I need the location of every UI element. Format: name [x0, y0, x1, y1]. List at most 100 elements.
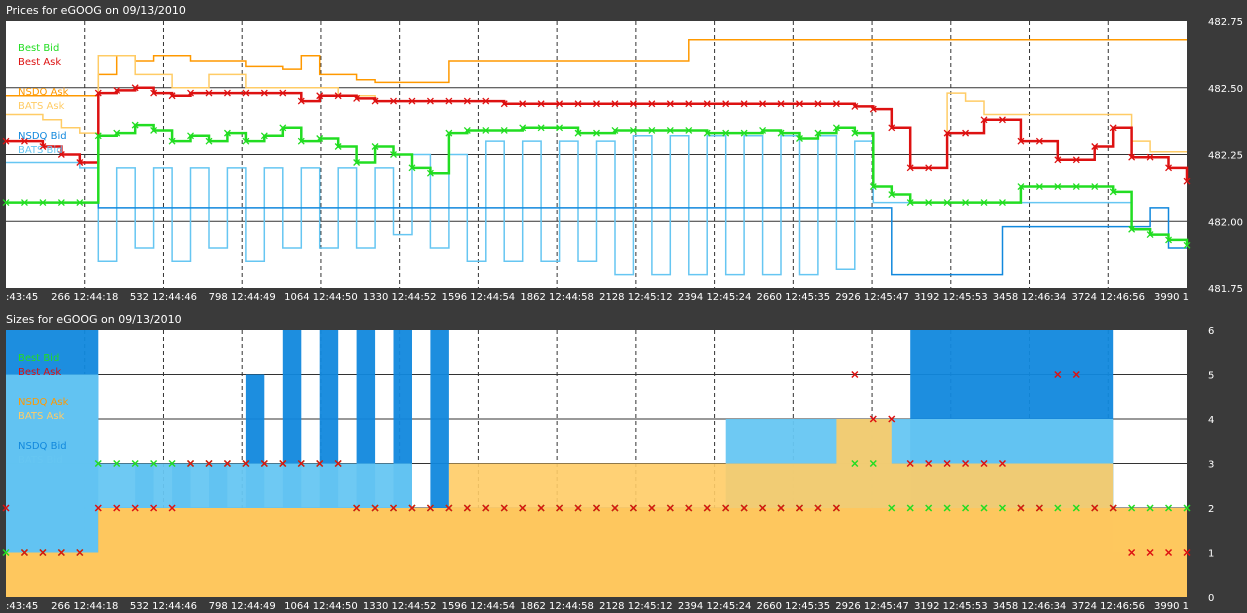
prices-y-tick: 482.25 — [1208, 151, 1243, 162]
sizes-point-best-bid — [925, 504, 933, 512]
sizes-point-best-ask — [20, 548, 28, 557]
prices-x-tick: 3990 1 — [1154, 292, 1189, 303]
sizes-point-best-ask — [795, 504, 804, 512]
prices-point-best-bid — [316, 135, 324, 142]
prices-point-best-bid — [1165, 236, 1173, 244]
sizes-point-best-ask — [759, 504, 767, 512]
prices-point-best-bid — [150, 127, 158, 134]
sizes-point-best-ask — [832, 504, 840, 512]
prices-y-tick: 482.50 — [1208, 84, 1243, 95]
sizes-point-best-ask — [131, 504, 139, 512]
prices-point-best-ask — [1054, 156, 1062, 164]
sizes-point-best-ask — [260, 459, 268, 468]
sizes-point-best-bid — [1183, 504, 1191, 512]
prices-point-best-bid — [906, 199, 914, 207]
sizes-x-tick: 1330 12:44:52 — [363, 601, 437, 612]
sizes-point-best-bid — [906, 504, 914, 512]
legend-nsdq-ask: NSDQ Ask — [18, 87, 69, 98]
sizes-point-best-ask — [962, 459, 970, 468]
sizes-x-tick: 2128 12:45:12 — [599, 601, 673, 612]
prices-point-best-bid — [113, 129, 121, 137]
prices-point-best-bid — [1091, 183, 1099, 190]
sizes-point-best-ask — [1072, 370, 1080, 379]
prices-point-best-bid — [76, 199, 84, 207]
prices-point-best-ask — [353, 94, 361, 102]
sizes-x-tick: 1596 12:44:54 — [442, 601, 516, 612]
sizes-point-best-ask — [519, 504, 527, 512]
sizes-point-best-bid — [94, 459, 102, 468]
prices-point-best-ask — [187, 89, 194, 97]
prices-point-best-ask — [685, 100, 693, 108]
prices-point-best-bid — [39, 199, 47, 207]
sizes-point-best-bid — [113, 459, 121, 468]
prices-point-best-bid — [426, 169, 434, 177]
prices-point-best-bid — [962, 199, 970, 207]
sizes-point-best-bid — [869, 459, 877, 468]
prices-point-best-ask — [39, 143, 47, 150]
prices-x-tick: 1596 12:44:54 — [442, 292, 516, 303]
sizes-point-best-ask — [980, 459, 988, 468]
prices-point-best-bid — [593, 129, 600, 137]
sizes-point-best-bid — [1128, 504, 1136, 512]
sizes-point-best-bid — [888, 504, 896, 512]
sizes-point-best-ask — [1035, 504, 1043, 512]
sizes-point-best-ask — [57, 548, 65, 557]
prices-point-best-bid — [482, 127, 490, 134]
sizes-point-best-ask — [1109, 504, 1117, 512]
prices-point-best-bid — [629, 127, 637, 134]
sizes-point-best-ask — [648, 504, 656, 512]
sizes-point-best-ask — [851, 370, 859, 379]
prices-point-best-bid — [242, 137, 250, 145]
prices-point-best-bid — [279, 124, 287, 132]
sizes-point-best-bid — [1146, 504, 1154, 512]
prices-point-best-ask — [1091, 143, 1099, 150]
sizes-point-best-ask — [556, 504, 564, 512]
prices-x-tick: 3192 12:45:53 — [914, 292, 988, 303]
prices-point-best-bid — [57, 199, 65, 207]
sizes-point-best-ask — [389, 504, 398, 512]
sizes-point-best-bid — [962, 504, 970, 512]
prices-point-best-bid — [888, 191, 896, 199]
prices-point-best-bid — [131, 121, 139, 129]
sizes-point-best-ask — [76, 548, 84, 557]
prices-y-tick: 481.75 — [1208, 284, 1243, 295]
prices-y-tick: 482.00 — [1208, 217, 1243, 228]
sizes-y-tick: 2 — [1208, 504, 1214, 515]
sizes-point-best-ask — [353, 504, 361, 512]
sizes-point-best-ask — [150, 504, 158, 512]
legend-best-bid: Best Bid — [18, 353, 59, 364]
prices-point-best-ask — [1035, 137, 1043, 145]
prices-point-best-bid — [574, 129, 582, 137]
prices-point-best-bid — [94, 132, 102, 140]
sizes-x-tick: 2660 12:45:35 — [757, 601, 831, 612]
sizes-x-tick: 266 12:44:18 — [51, 601, 118, 612]
prices-x-tick: 1862 12:44:58 — [520, 292, 594, 303]
sizes-point-best-ask — [500, 504, 508, 512]
prices-point-best-ask — [260, 89, 268, 97]
sizes-point-best-ask — [1091, 504, 1099, 512]
prices-point-best-bid — [1035, 183, 1043, 190]
sizes-x-tick: 798 12:44:49 — [209, 601, 276, 612]
sizes-x-tick: 1064 12:44:50 — [284, 601, 358, 612]
prices-point-best-ask — [1146, 153, 1154, 161]
prices-x-tick: 1330 12:44:52 — [363, 292, 437, 303]
prices-point-best-bid — [1109, 188, 1117, 196]
prices-point-best-bid — [187, 132, 194, 140]
legend-nsdq-bid: NSDQ Bid — [18, 441, 67, 452]
prices-legend: Best Bid Best Ask NSDQ Ask BATS Ask NSDQ Bid… — [18, 43, 69, 156]
legend-bats-bid: BATS Bid — [18, 455, 63, 466]
prices-point-best-ask — [574, 100, 582, 108]
prices-point-best-bid — [980, 199, 988, 207]
prices-point-best-ask — [131, 84, 139, 92]
prices-point-best-bid — [408, 164, 416, 172]
sizes-x-tick: 3192 12:45:53 — [914, 601, 988, 612]
prices-x-tick: 3458 12:46:34 — [993, 292, 1067, 303]
prices-point-best-ask — [500, 100, 508, 108]
sizes-point-best-bid — [1054, 504, 1062, 512]
prices-point-best-ask — [371, 97, 379, 105]
sizes-point-best-ask — [223, 459, 231, 468]
prices-point-best-ask — [297, 97, 305, 105]
sizes-point-best-bid — [980, 504, 988, 512]
sizes-point-best-ask — [205, 459, 213, 468]
sizes-point-best-ask — [998, 459, 1007, 468]
